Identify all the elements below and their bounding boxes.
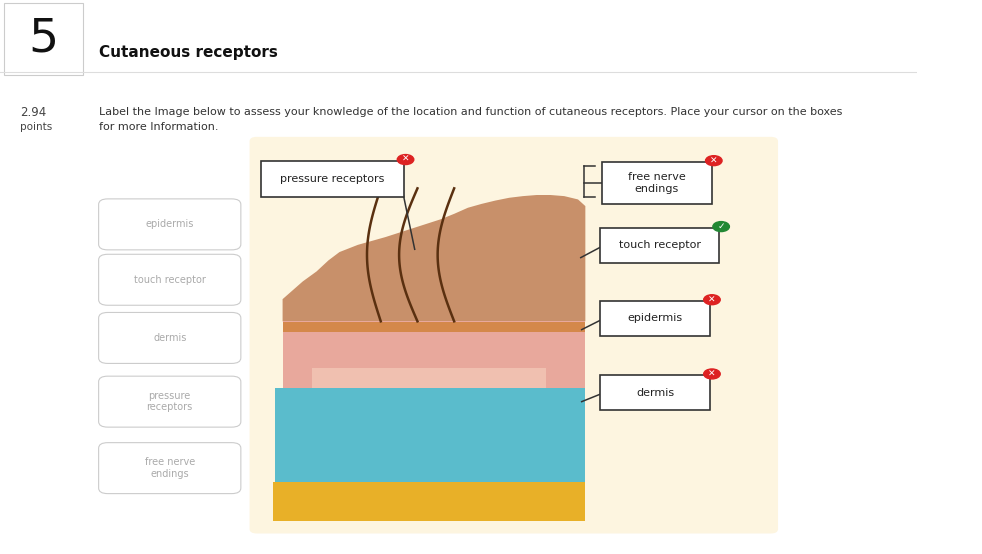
Text: epidermis: epidermis <box>145 219 193 229</box>
FancyBboxPatch shape <box>98 443 241 494</box>
FancyBboxPatch shape <box>98 312 241 363</box>
Circle shape <box>705 156 722 166</box>
Circle shape <box>704 295 720 305</box>
Polygon shape <box>283 321 585 388</box>
Text: ✓: ✓ <box>718 222 725 231</box>
Text: free nerve
endings: free nerve endings <box>144 458 194 479</box>
FancyBboxPatch shape <box>602 162 712 204</box>
Text: epidermis: epidermis <box>627 313 682 324</box>
Text: ✕: ✕ <box>710 156 718 165</box>
Text: points: points <box>21 122 52 132</box>
Text: ✕: ✕ <box>402 155 409 164</box>
FancyBboxPatch shape <box>98 254 241 305</box>
FancyBboxPatch shape <box>4 3 82 75</box>
Polygon shape <box>283 195 585 321</box>
Text: 5: 5 <box>28 16 58 61</box>
Text: dermis: dermis <box>636 387 675 398</box>
Text: Cutaneous receptors: Cutaneous receptors <box>99 45 278 60</box>
Text: touch receptor: touch receptor <box>134 275 205 285</box>
Circle shape <box>398 155 413 165</box>
Text: ✕: ✕ <box>708 370 716 378</box>
Text: pressure receptors: pressure receptors <box>280 174 384 184</box>
FancyBboxPatch shape <box>600 228 719 263</box>
Text: Label the Image below to assess your knowledge of the location and function of c: Label the Image below to assess your kno… <box>99 107 843 117</box>
Polygon shape <box>273 482 585 521</box>
Text: for more Information.: for more Information. <box>99 122 219 132</box>
FancyBboxPatch shape <box>249 137 778 534</box>
Polygon shape <box>275 388 585 482</box>
FancyBboxPatch shape <box>600 375 710 410</box>
Text: 2.94: 2.94 <box>21 106 46 119</box>
Text: pressure
receptors: pressure receptors <box>146 391 192 412</box>
Text: ✕: ✕ <box>708 295 716 304</box>
Circle shape <box>713 222 730 232</box>
Polygon shape <box>312 368 546 388</box>
Text: touch receptor: touch receptor <box>619 240 701 250</box>
FancyBboxPatch shape <box>600 301 710 336</box>
Text: free nerve
endings: free nerve endings <box>628 172 685 193</box>
Text: dermis: dermis <box>153 333 187 343</box>
Polygon shape <box>283 322 585 332</box>
FancyBboxPatch shape <box>98 199 241 250</box>
FancyBboxPatch shape <box>260 161 404 197</box>
FancyBboxPatch shape <box>98 376 241 427</box>
Circle shape <box>704 369 720 379</box>
